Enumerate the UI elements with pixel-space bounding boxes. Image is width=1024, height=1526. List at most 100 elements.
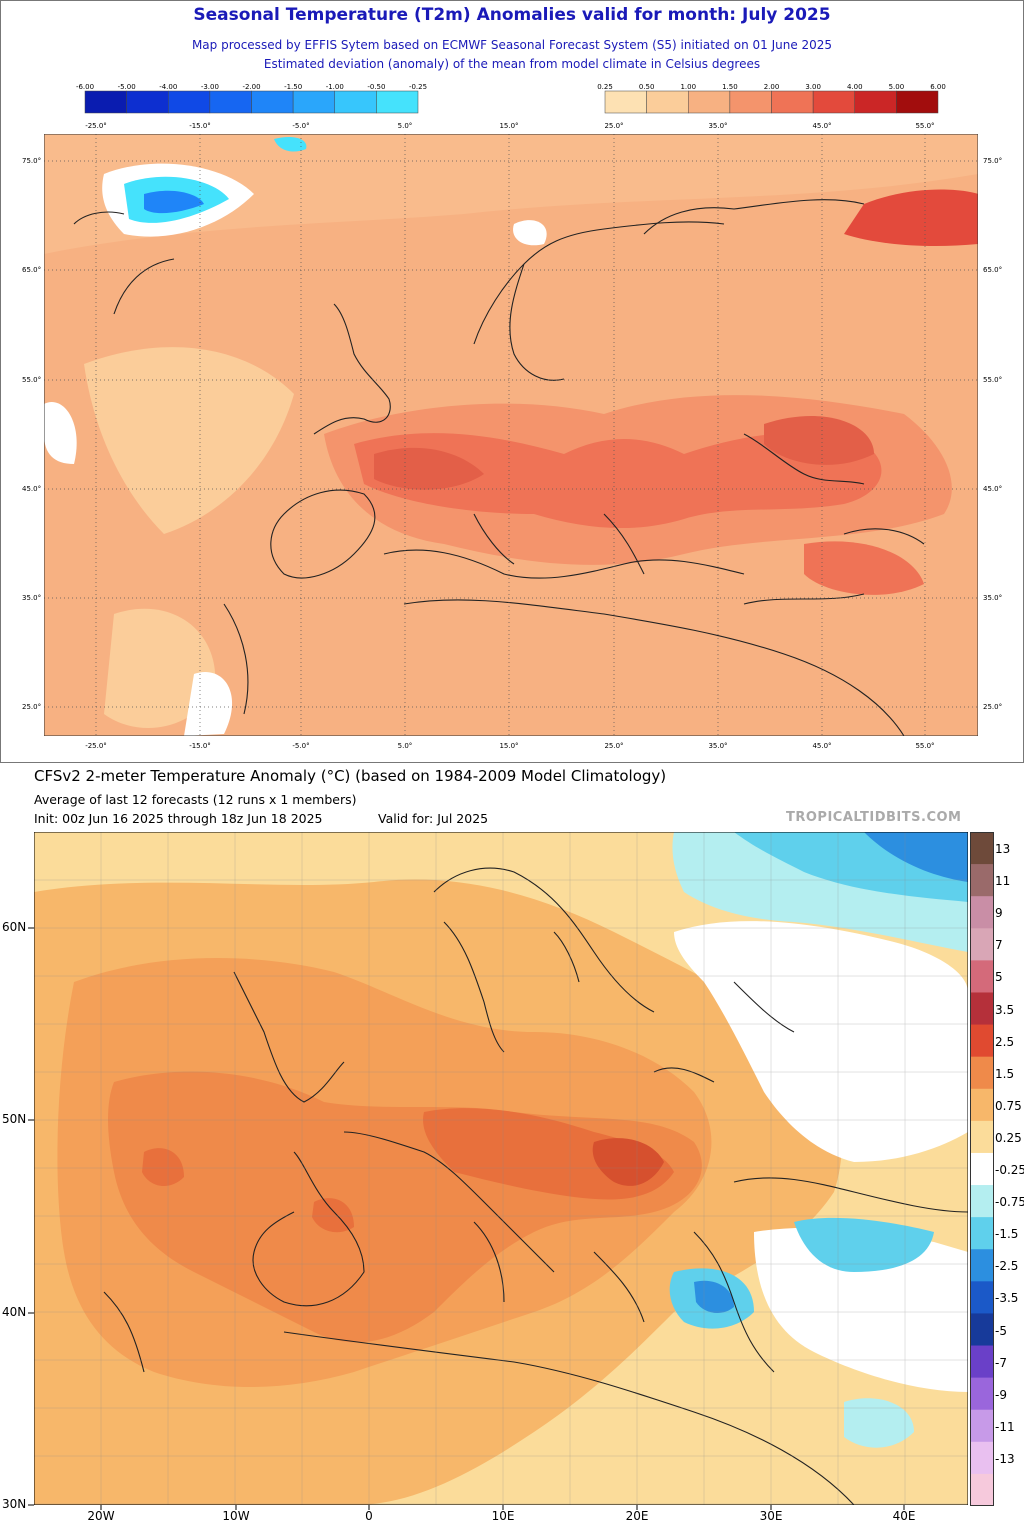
lon-label-top: 5.0° — [398, 122, 413, 130]
legend-cold-label: -1.50 — [284, 83, 302, 91]
legend-warm-label: 3.00 — [805, 83, 821, 91]
lat-label: 30N — [2, 1497, 27, 1511]
lon-label-bottom: 15.0° — [499, 742, 518, 750]
colorbar-swatch — [970, 928, 994, 961]
colorbar-swatch — [970, 1441, 994, 1475]
cfsv2-subtitle: Average of last 12 forecasts (12 runs x … — [34, 792, 357, 807]
colorbar-swatch — [970, 1088, 994, 1122]
cfsv2-valid-time: Valid for: Jul 2025 — [378, 811, 489, 826]
lat-label-right: 45.0° — [983, 485, 1002, 493]
colorbar-swatch — [970, 992, 994, 1026]
lon-label-bottom: 25.0° — [604, 742, 623, 750]
ecmwf-subtitle-source: Map processed by EFFIS Sytem based on EC… — [191, 38, 833, 52]
lon-label-bottom: 35.0° — [708, 742, 727, 750]
lon-label-top: 45.0° — [812, 122, 831, 130]
colorbar-label: 0.25 — [995, 1130, 1022, 1145]
lon-label: 0 — [365, 1509, 373, 1523]
colorbar-label: 9 — [995, 906, 1003, 921]
legend-cold-swatch — [376, 90, 419, 114]
legend-cold-labels: -6.00 -5.00 -4.00 -3.00 -2.00 -1.50 -1.00 -0.50… — [76, 83, 427, 91]
ecmwf-lat-labels-right: 75.0° 65.0° 55.0° 45.0° 35.0° 25.0° — [983, 157, 1002, 711]
cfsv2-init-time: Init: 00z Jun 16 2025 through 18z Jun 18… — [34, 811, 323, 826]
colorbar-swatch — [970, 1281, 994, 1314]
ecmwf-axis-labels: -25.0° -15.0° -5.0° 5.0° 15.0° 25.0° 35.0° 45.0… — [22, 157, 1002, 750]
lon-label-top: 55.0° — [915, 122, 934, 130]
legend-cold-label: -3.00 — [201, 83, 219, 91]
colorbar-label: 2.5 — [995, 1034, 1015, 1049]
lat-label-right: 55.0° — [983, 376, 1002, 384]
lat-label-left: 25.0° — [22, 703, 41, 711]
ecmwf-lon-labels-top: -25.0° -15.0° -5.0° 5.0° 15.0° 25.0° 35.0° 45.0… — [85, 122, 934, 130]
colorbar-label: -7 — [995, 1355, 1007, 1370]
lon-label-top: -25.0° — [85, 122, 107, 130]
legend-warm-label: 2.00 — [764, 83, 780, 91]
lat-label: 60N — [2, 920, 27, 934]
lat-label-left: 55.0° — [22, 376, 41, 384]
lat-label-right: 75.0° — [983, 157, 1002, 165]
colorbar-swatch — [970, 1024, 994, 1058]
lon-label-bottom: 5.0° — [398, 742, 413, 750]
lon-label-top: 15.0° — [499, 122, 518, 130]
colorbar-swatch — [970, 1473, 994, 1506]
colorbar-label: 5 — [995, 970, 1003, 985]
lat-label-right: 35.0° — [983, 594, 1002, 602]
lon-label: 10W — [222, 1509, 250, 1523]
legend-cold-label: -0.50 — [367, 83, 385, 91]
lon-label: 40E — [892, 1509, 916, 1523]
legend-cold-label: -6.00 — [76, 83, 94, 91]
ecmwf-anomaly-map — [44, 134, 978, 736]
colorbar-label: 7 — [995, 938, 1003, 953]
tropicaltidbits-credit[interactable]: TROPICALTIDBITS.COM — [786, 810, 962, 825]
colorbar-swatch — [970, 1152, 994, 1186]
legend-warm-label: 4.00 — [847, 83, 863, 91]
colorbar-swatch — [970, 1409, 994, 1443]
ecmwf-lon-labels-bottom: -25.0° -15.0° -5.0° 5.0° 15.0° 25.0° 35.0° 45.0… — [85, 742, 934, 750]
lat-label-left: 75.0° — [22, 157, 41, 165]
legend-warm-label: 6.00 — [930, 83, 946, 91]
colorbar-swatch — [970, 1249, 994, 1282]
colorbar-label: -13 — [995, 1451, 1015, 1466]
lat-label-right: 65.0° — [983, 266, 1002, 274]
lon-label-top: -15.0° — [189, 122, 211, 130]
cfsv2-anomaly-map — [34, 832, 968, 1505]
colorbar-swatch — [970, 1217, 994, 1250]
colorbar-label: 0.75 — [995, 1098, 1022, 1113]
legend-cold-label: -2.00 — [242, 83, 260, 91]
lat-label: 50N — [2, 1112, 27, 1126]
lon-label-top: 35.0° — [708, 122, 727, 130]
colorbar-swatch — [970, 1185, 994, 1218]
ecmwf-panel: Seasonal Temperature (T2m) Anomalies val… — [0, 0, 1024, 763]
legend-cold-label: -0.25 — [409, 83, 427, 91]
colorbar-swatch — [970, 1313, 994, 1347]
legend-warm-label: 0.25 — [597, 83, 613, 91]
legend-warm-label: 1.00 — [680, 83, 696, 91]
ecmwf-legend: -6.00 -5.00 -4.00 -3.00 -2.00 -1.50 -1.00 -0.50… — [76, 83, 946, 130]
colorbar-label: 13 — [995, 842, 1011, 857]
legend-warm-swatch — [896, 90, 939, 114]
ecmwf-title: Seasonal Temperature (T2m) Anomalies val… — [193, 5, 831, 25]
lon-label-bottom: -15.0° — [189, 742, 211, 750]
lat-label-right: 25.0° — [983, 703, 1002, 711]
legend-cold-label: -5.00 — [118, 83, 136, 91]
lat-label-left: 45.0° — [22, 485, 41, 493]
colorbar-label: -0.75 — [995, 1195, 1024, 1210]
colorbar-swatch — [970, 1120, 994, 1154]
cfsv2-title: CFSv2 2-meter Temperature Anomaly (°C) (… — [34, 767, 667, 785]
colorbar-label: -9 — [995, 1387, 1007, 1402]
lon-label-bottom: 45.0° — [812, 742, 831, 750]
colorbar-swatch — [970, 832, 994, 865]
ecmwf-lat-labels-left: 75.0° 65.0° 55.0° 45.0° 35.0° 25.0° — [22, 157, 41, 711]
colorbar-label: -3.5 — [995, 1291, 1019, 1306]
colorbar-swatch — [970, 1377, 994, 1411]
lon-label: 10E — [491, 1509, 515, 1523]
colorbar-label: -5 — [995, 1323, 1007, 1338]
colorbar-label: 3.5 — [995, 1002, 1015, 1017]
lat-label-left: 35.0° — [22, 594, 41, 602]
lon-label-bottom: -5.0° — [292, 742, 309, 750]
lon-label: 20E — [625, 1509, 649, 1523]
lon-label: 30E — [759, 1509, 783, 1523]
colorbar-label: -0.25 — [995, 1163, 1024, 1178]
legend-warm-colorbar — [604, 90, 939, 114]
lon-label: 20W — [87, 1509, 115, 1523]
